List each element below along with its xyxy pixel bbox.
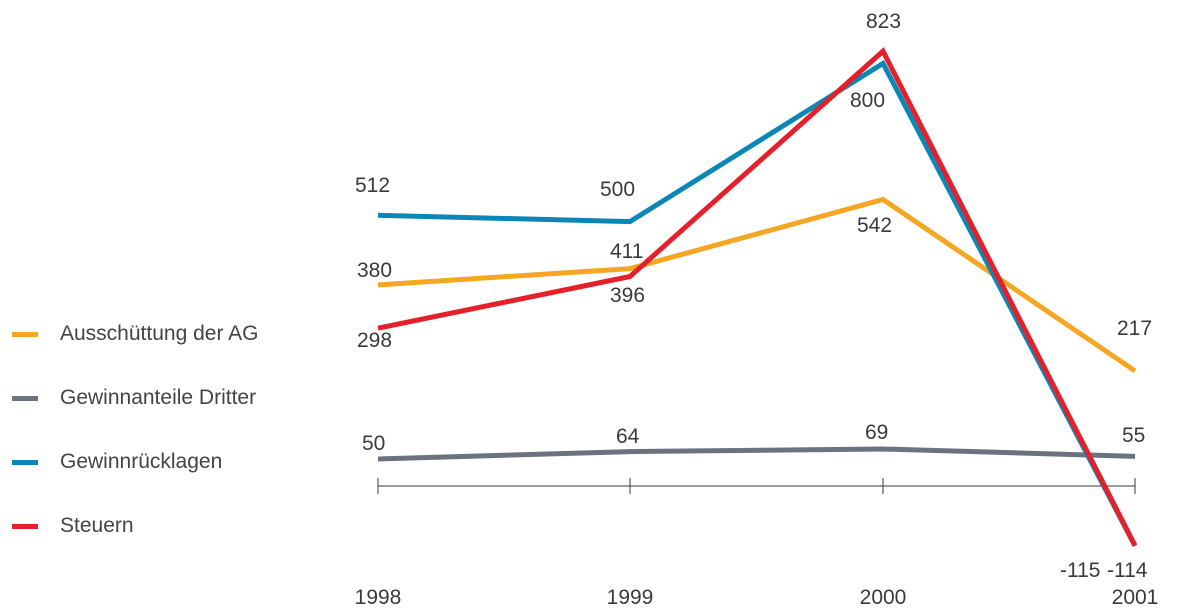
data-label-gewinnruecklagen-2000: 800 (850, 89, 885, 112)
data-label-ausschuettung-1999: 411 (610, 240, 643, 263)
legend-swatch-steuern (12, 524, 38, 529)
data-label-gewinnanteile-dritter-2000: 69 (865, 421, 888, 444)
legend-swatch-ausschuettung (12, 332, 38, 337)
data-label-steuern-1998: 298 (357, 329, 392, 352)
data-label-ausschuettung-1998: 380 (357, 259, 392, 282)
data-label-steuern-1999: 396 (610, 284, 645, 307)
data-label-steuern-2000: 823 (866, 10, 901, 33)
x-tick-label-1998: 1998 (355, 586, 402, 609)
data-label-gewinnanteile-dritter-1999: 64 (616, 425, 640, 448)
legend-label-gewinnruecklagen: Gewinnrücklagen (60, 450, 223, 473)
legend-swatch-gewinnruecklagen (12, 460, 38, 465)
series-line-gewinnruecklagen (377, 59, 1138, 548)
x-tick-label-1999: 1999 (607, 586, 654, 609)
data-label-gewinnruecklagen-2001: -115 (1060, 559, 1100, 582)
chart-legend: Ausschüttung der AG Gewinnanteile Dritte… (12, 320, 258, 576)
data-label-gewinnruecklagen-1998: 512 (355, 174, 390, 197)
legend-label-gewinnanteile-dritter: Gewinnanteile Dritter (60, 386, 257, 409)
x-tick-label-2001: 2001 (1112, 586, 1159, 609)
data-label-gewinnruecklagen-1999: 500 (600, 178, 635, 201)
legend-item-gewinnruecklagen: Gewinnrücklagen (12, 448, 258, 512)
data-label-steuern-2001: -114 (1107, 559, 1148, 582)
legend-swatch-gewinnanteile-dritter (12, 396, 38, 401)
legend-item-steuern: Steuern (12, 512, 258, 576)
legend-item-ausschuettung: Ausschüttung der AG (12, 320, 258, 384)
legend-item-gewinnanteile-dritter: Gewinnanteile Dritter (12, 384, 258, 448)
legend-label-ausschuettung: Ausschüttung der AG (60, 322, 259, 345)
data-label-ausschuettung-2001: 217 (1117, 317, 1152, 340)
series-line-gewinnanteile-dritter (377, 446, 1136, 462)
series-line-steuern (377, 47, 1138, 547)
data-label-ausschuettung-2000: 542 (857, 214, 892, 237)
data-label-gewinnanteile-dritter-2001: 55 (1122, 424, 1145, 447)
series-line-ausschuettung (377, 196, 1137, 373)
legend-label-steuern: Steuern (60, 514, 134, 537)
x-tick-label-2000: 2000 (860, 586, 907, 609)
data-label-gewinnanteile-dritter-1998: 50 (362, 432, 385, 455)
